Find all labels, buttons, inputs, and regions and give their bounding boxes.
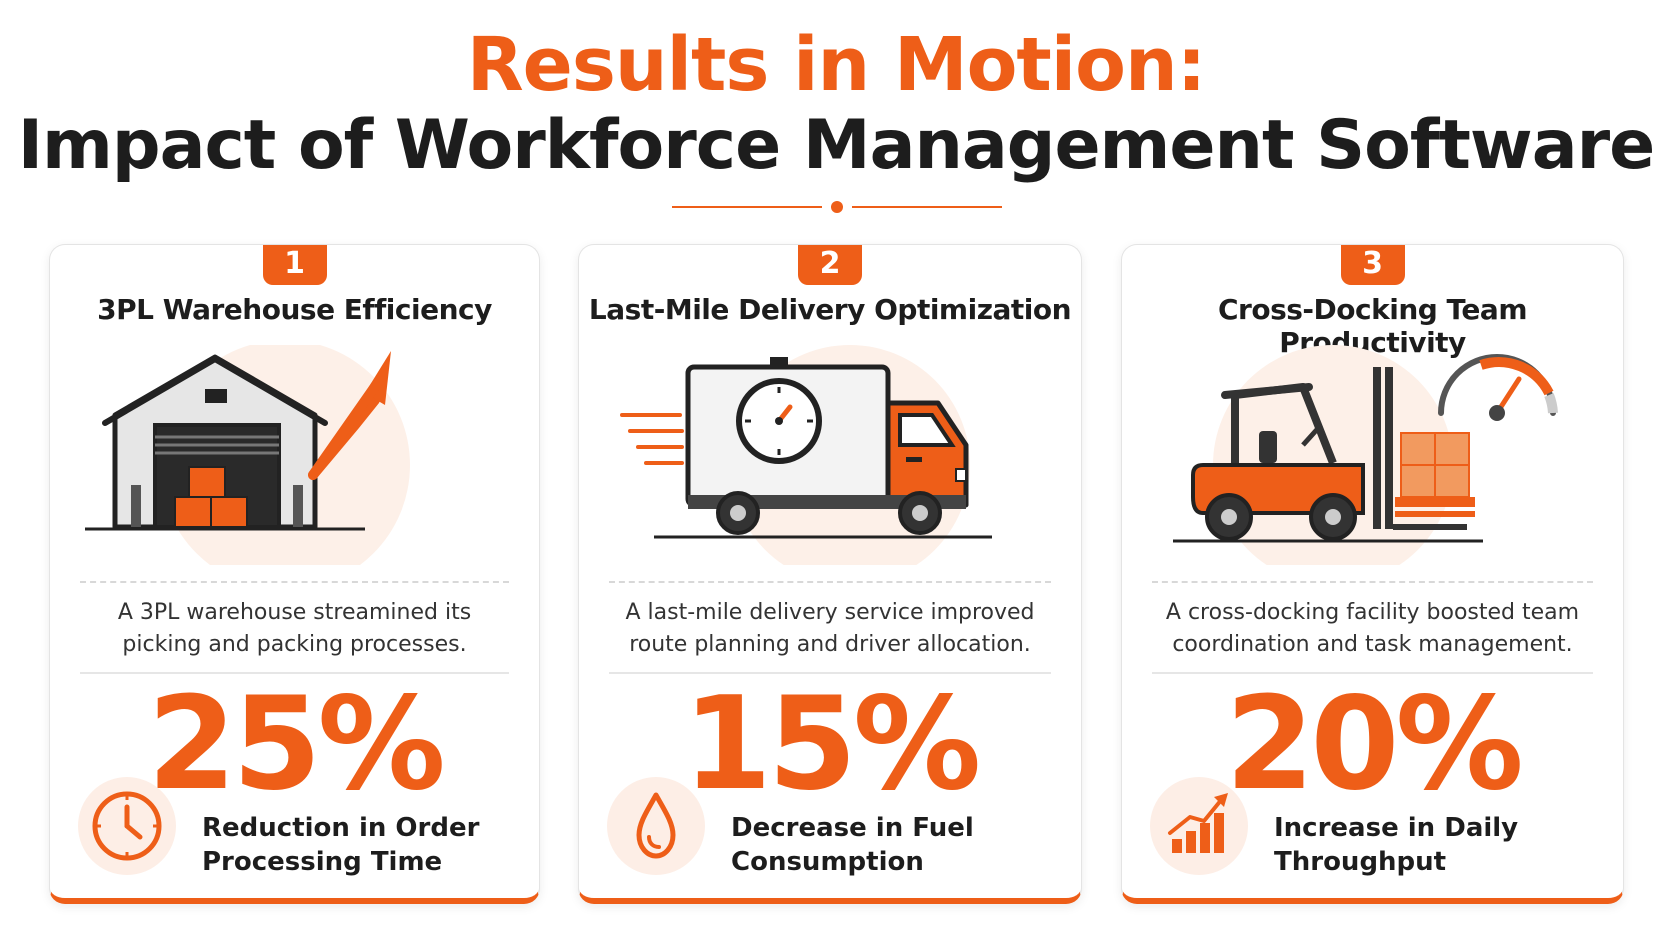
stat-label-line-2: Processing Time <box>202 847 443 877</box>
card-number-badge: 1 <box>262 245 327 285</box>
card-title: 3PL Warehouse Efficiency <box>97 293 492 326</box>
stat-label-line-1: Increase in Daily <box>1274 813 1519 843</box>
description-line-1: A cross-docking facility boosted team <box>1165 600 1580 625</box>
card-title: Last-Mile Delivery Optimization <box>588 293 1072 326</box>
forklift-gauge-icon <box>1172 345 1558 565</box>
solid-separator <box>80 672 509 674</box>
fuel-drop-icon <box>607 777 705 875</box>
warehouse-growth-icon <box>84 345 410 565</box>
stat-label: Decrease in Fuel Consumption <box>731 811 1051 879</box>
clock-icon <box>78 777 176 875</box>
description-line-2: coordination and task management. <box>1172 632 1573 657</box>
title-divider <box>672 201 1002 213</box>
stat-label-line-2: Consumption <box>731 847 924 877</box>
description-line-2: route planning and driver allocation. <box>629 632 1031 657</box>
dashed-separator <box>80 581 509 583</box>
card-number-badge: 3 <box>1340 245 1405 285</box>
stat-value: 15% <box>682 670 981 819</box>
card-description: A cross-docking facility boosted team co… <box>1142 597 1603 661</box>
case-card-warehouse: 1 3PL Warehouse Efficiency A 3PL warehou… <box>49 244 540 904</box>
stat-value: 20% <box>1225 670 1523 819</box>
solid-separator <box>1152 672 1593 674</box>
title-line-2: Impact of Workforce Management Software <box>17 106 1656 185</box>
card-description: A 3PL warehouse streamined its picking a… <box>70 597 519 661</box>
dashed-separator <box>1152 581 1593 583</box>
stat-label: Increase in Daily Throughput <box>1274 811 1594 879</box>
description-line-1: A last-mile delivery service improved <box>625 600 1035 625</box>
dashed-separator <box>609 581 1051 583</box>
case-card-delivery: 2 Last-Mile Delivery Optimization A l <box>578 244 1082 904</box>
stat-label-line-1: Reduction in Order <box>202 813 480 843</box>
case-card-cross-docking: 3 Cross-Docking Team Productivity <box>1121 244 1624 904</box>
solid-separator <box>609 672 1051 674</box>
delivery-truck-stopwatch-icon <box>620 345 992 565</box>
stat-label-line-1: Decrease in Fuel <box>731 813 974 843</box>
description-line-1: A 3PL warehouse streamined its <box>117 600 472 625</box>
stat-value: 25% <box>147 670 445 819</box>
card-description: A last-mile delivery service improved ro… <box>599 597 1061 661</box>
title-line-1: Results in Motion: <box>466 22 1207 108</box>
stat-label: Reduction in Order Processing Time <box>202 811 522 879</box>
description-line-2: picking and packing processes. <box>122 632 467 657</box>
stat-label-line-2: Throughput <box>1274 847 1447 877</box>
growth-chart-icon <box>1150 777 1248 875</box>
card-number-badge: 2 <box>798 245 862 285</box>
